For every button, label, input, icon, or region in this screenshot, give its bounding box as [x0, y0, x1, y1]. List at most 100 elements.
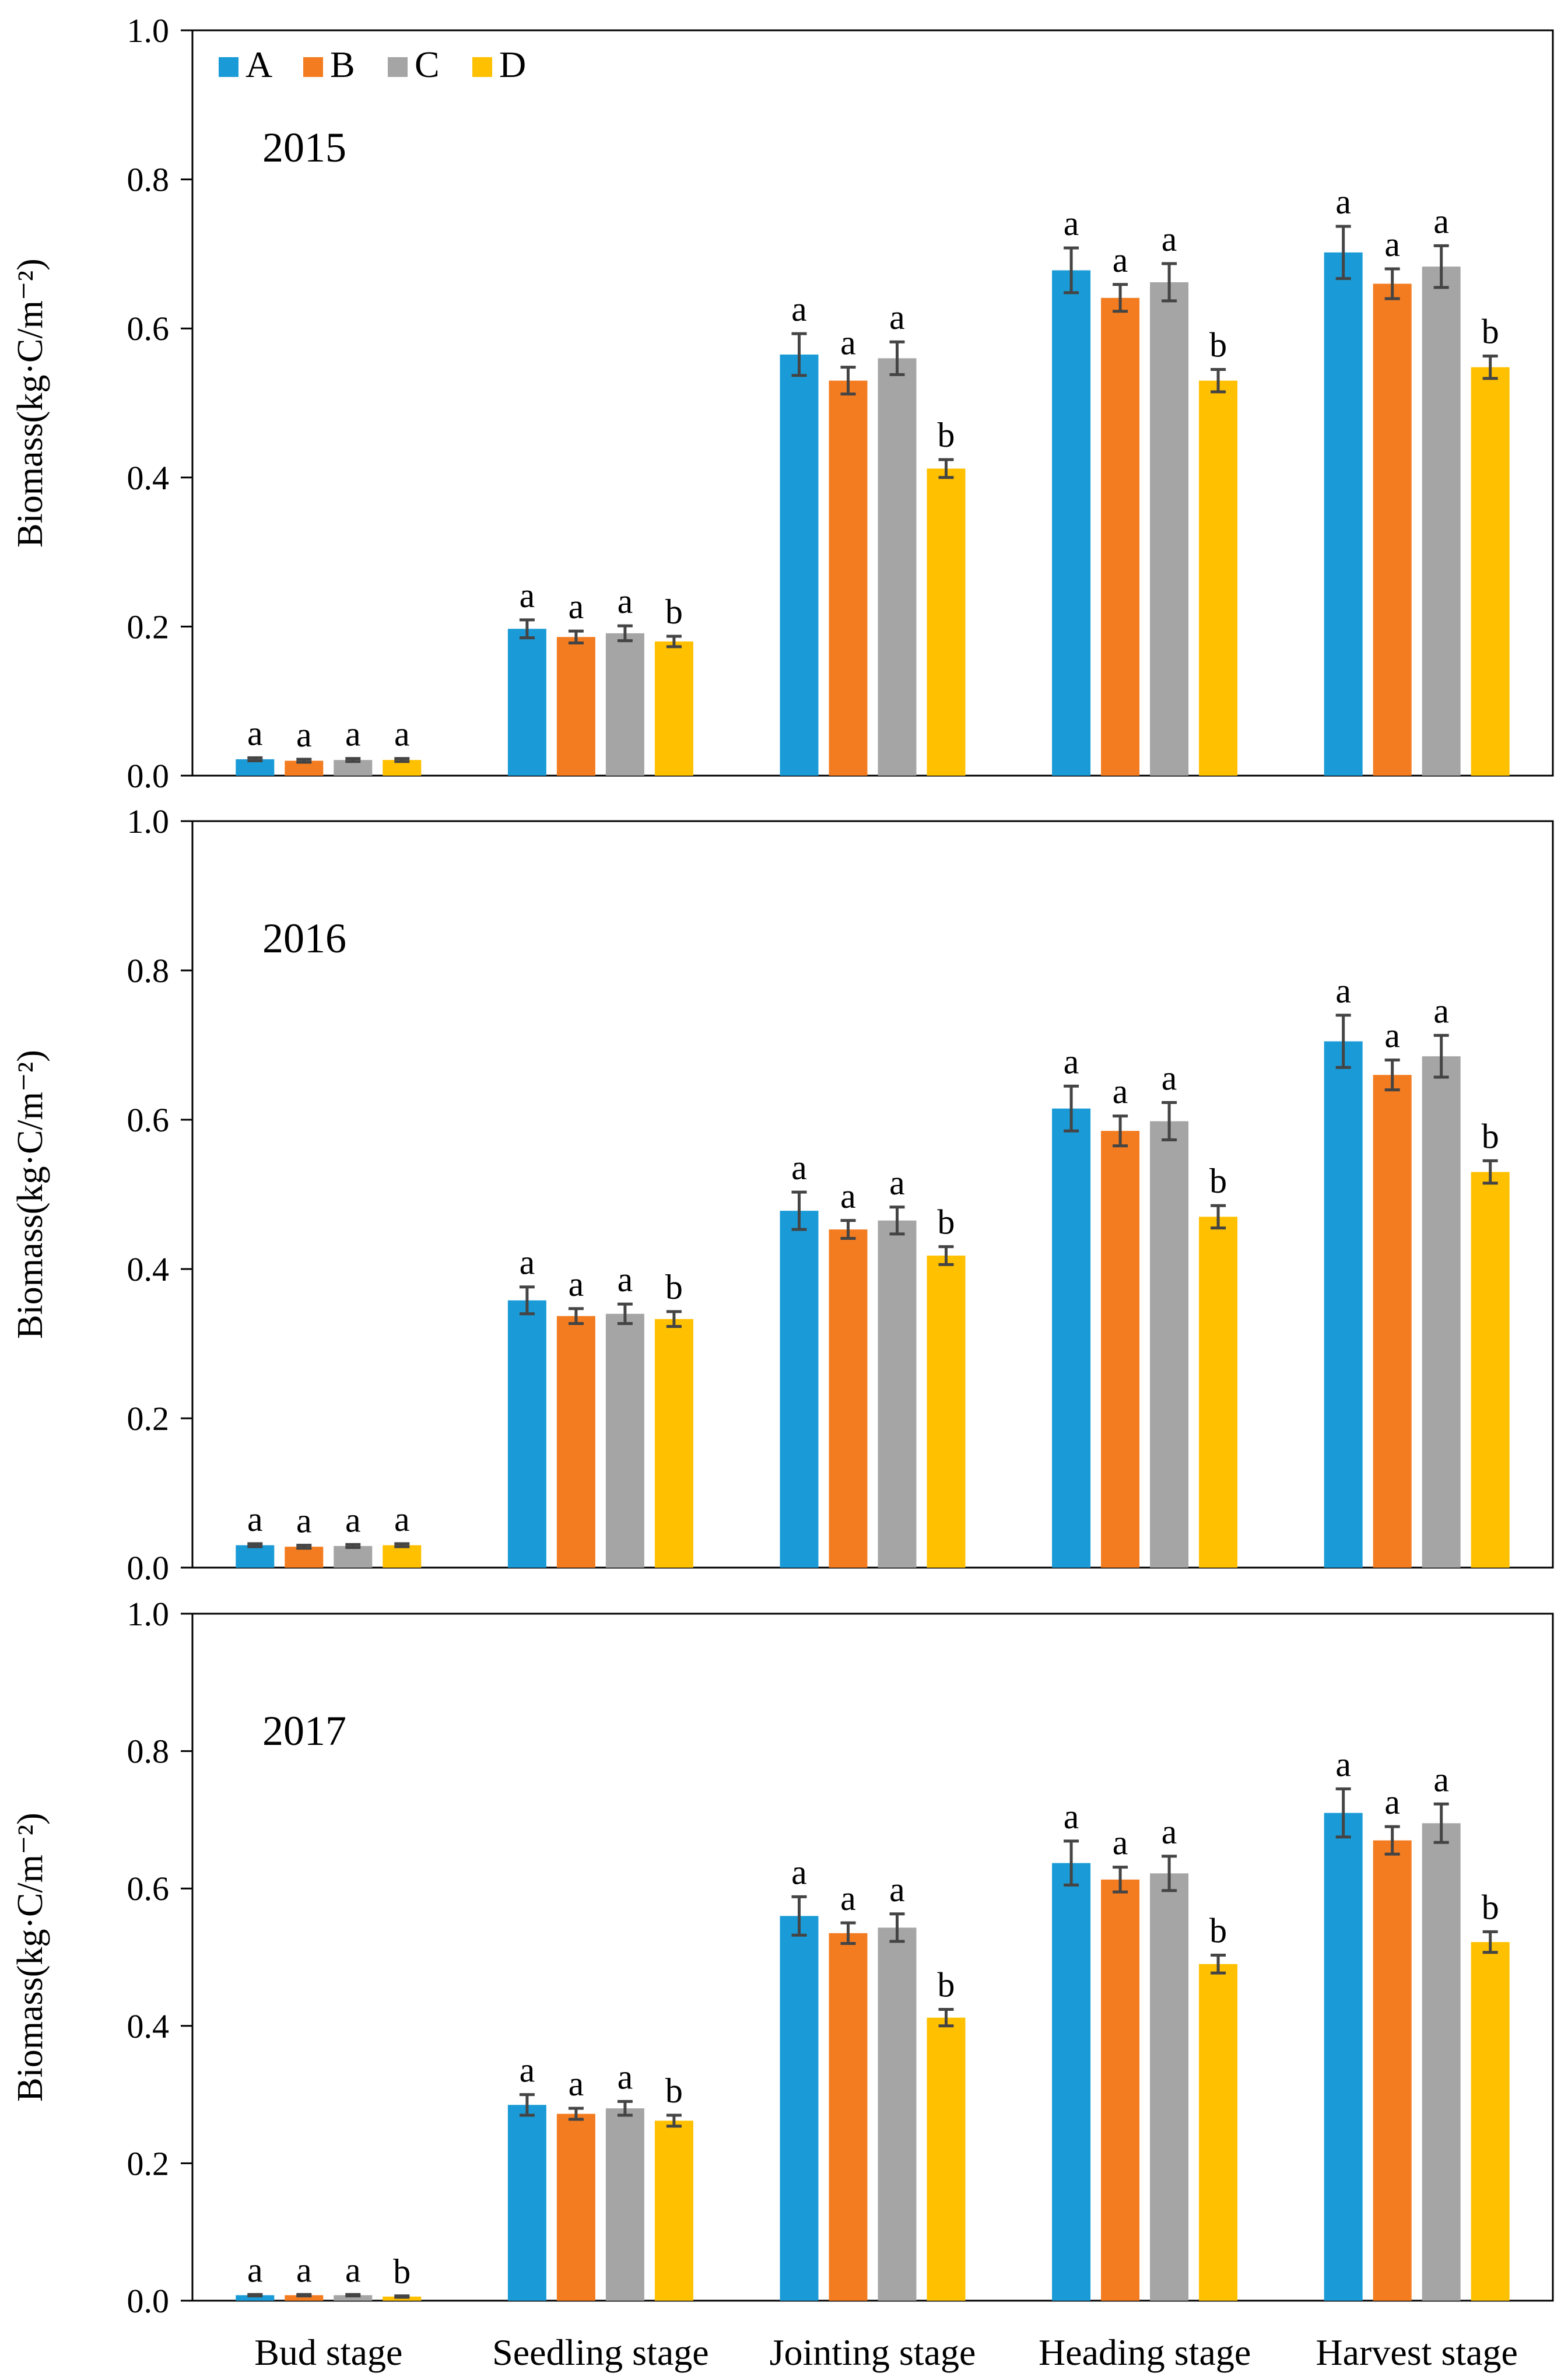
legend-swatch-C: [388, 57, 408, 77]
legend-label: D: [499, 44, 526, 85]
significance-letter: a: [889, 1870, 905, 1909]
bar-B: [1101, 297, 1140, 776]
y-tick-label: 0.4: [127, 1250, 170, 1288]
significance-letter: a: [1064, 1797, 1079, 1836]
bar-B: [829, 1229, 868, 1568]
significance-letter: a: [618, 2057, 633, 2096]
legend-swatch-D: [472, 57, 492, 77]
significance-letter: a: [889, 298, 905, 337]
y-tick-label: 0.2: [127, 2144, 170, 2182]
bar-A: [1324, 1041, 1363, 1568]
significance-letter: a: [618, 1260, 633, 1299]
y-axis-label: Biomass(kg·C/m⁻²): [10, 1050, 50, 1339]
y-tick-label: 0.0: [127, 757, 170, 795]
bar-B: [556, 1316, 595, 1568]
bar-D: [1199, 380, 1238, 776]
legend-label: A: [245, 44, 272, 85]
significance-letter: a: [520, 1243, 535, 1282]
panel-year-title: 2015: [262, 124, 346, 171]
bar-D: [927, 1255, 966, 1568]
significance-letter: a: [791, 290, 807, 328]
bar-C: [1150, 1121, 1189, 1568]
legend-label: C: [415, 44, 440, 85]
significance-letter: b: [665, 1268, 683, 1306]
significance-letter: b: [665, 593, 683, 631]
bar-A: [1324, 252, 1363, 776]
significance-letter: b: [1209, 1911, 1227, 1950]
significance-letter: a: [1113, 1072, 1128, 1111]
bar-A: [507, 2105, 546, 2301]
significance-letter: a: [394, 1500, 410, 1538]
panel-year-title: 2017: [262, 1708, 346, 1754]
bar-C: [1422, 267, 1461, 776]
bar-A: [236, 1545, 275, 1568]
significance-letter: a: [569, 587, 584, 626]
bar-B: [1101, 1131, 1140, 1568]
bar-A: [1052, 1863, 1091, 2301]
bar-A: [507, 1300, 546, 1568]
significance-letter: a: [1064, 1042, 1079, 1081]
significance-letter: a: [1384, 225, 1400, 264]
significance-letter: b: [938, 416, 955, 454]
panel-frame: [191, 820, 1554, 1569]
significance-letter: b: [1482, 312, 1499, 350]
bar-D: [1471, 367, 1510, 776]
bar-B: [556, 2113, 595, 2301]
bar-A: [1052, 270, 1091, 776]
significance-letter: a: [520, 576, 535, 615]
bar-D: [1199, 1217, 1238, 1568]
y-tick-label: 0.0: [127, 2282, 170, 2320]
bar-D: [654, 1319, 693, 1568]
bar-B: [829, 380, 868, 776]
significance-letter: a: [345, 2251, 361, 2289]
bar-B: [1373, 1840, 1412, 2301]
legend-swatch-B: [303, 57, 323, 77]
y-tick-label: 0.2: [127, 1400, 170, 1438]
panel-frame: [191, 29, 1554, 777]
bar-C: [334, 2295, 373, 2301]
y-tick-label: 0.8: [127, 1733, 170, 1771]
bar-B: [1101, 1879, 1140, 2301]
significance-letter: a: [1335, 183, 1351, 221]
bar-B: [285, 2295, 324, 2301]
y-axis-label: Biomass(kg·C/m⁻²): [10, 1813, 50, 2102]
bar-D: [383, 1545, 422, 1568]
y-tick-label: 0.8: [127, 161, 170, 199]
legend-label: B: [330, 44, 355, 85]
y-axis-label: Biomass(kg·C/m⁻²): [10, 258, 50, 548]
y-tick-label: 0.6: [127, 310, 170, 348]
significance-letter: a: [1335, 1745, 1351, 1783]
y-tick-label: 0.6: [127, 1101, 170, 1139]
y-tick-label: 1.0: [127, 12, 170, 50]
y-tick-label: 0.2: [127, 608, 170, 646]
significance-letter: a: [345, 715, 361, 753]
bar-D: [1471, 1172, 1510, 1568]
y-tick-label: 1.0: [127, 802, 170, 840]
y-tick-label: 0.6: [127, 1870, 170, 1908]
significance-letter: a: [1433, 1760, 1449, 1799]
bar-A: [1052, 1108, 1091, 1568]
significance-letter: a: [840, 1879, 856, 1918]
bar-C: [1150, 1873, 1189, 2301]
significance-letter: a: [345, 1501, 361, 1539]
significance-letter: a: [1335, 972, 1351, 1010]
significance-letter: a: [791, 1853, 807, 1891]
significance-letter: a: [247, 2251, 263, 2289]
significance-letter: a: [296, 1502, 312, 1540]
bar-A: [1324, 1813, 1363, 2301]
significance-letter: b: [393, 2252, 411, 2291]
bar-D: [927, 468, 966, 776]
significance-letter: a: [247, 1500, 263, 1538]
significance-letter: a: [569, 2064, 584, 2103]
bar-C: [878, 1220, 917, 1568]
bar-C: [605, 1313, 644, 1568]
x-category-label: Harvest stage: [1316, 2332, 1518, 2373]
significance-letter: b: [1482, 1117, 1499, 1155]
significance-letter: a: [840, 1177, 856, 1215]
bar-D: [654, 2120, 693, 2301]
significance-letter: a: [1064, 204, 1079, 243]
bar-B: [556, 637, 595, 776]
bar-C: [334, 1545, 373, 1568]
y-tick-label: 0.0: [127, 1549, 170, 1587]
